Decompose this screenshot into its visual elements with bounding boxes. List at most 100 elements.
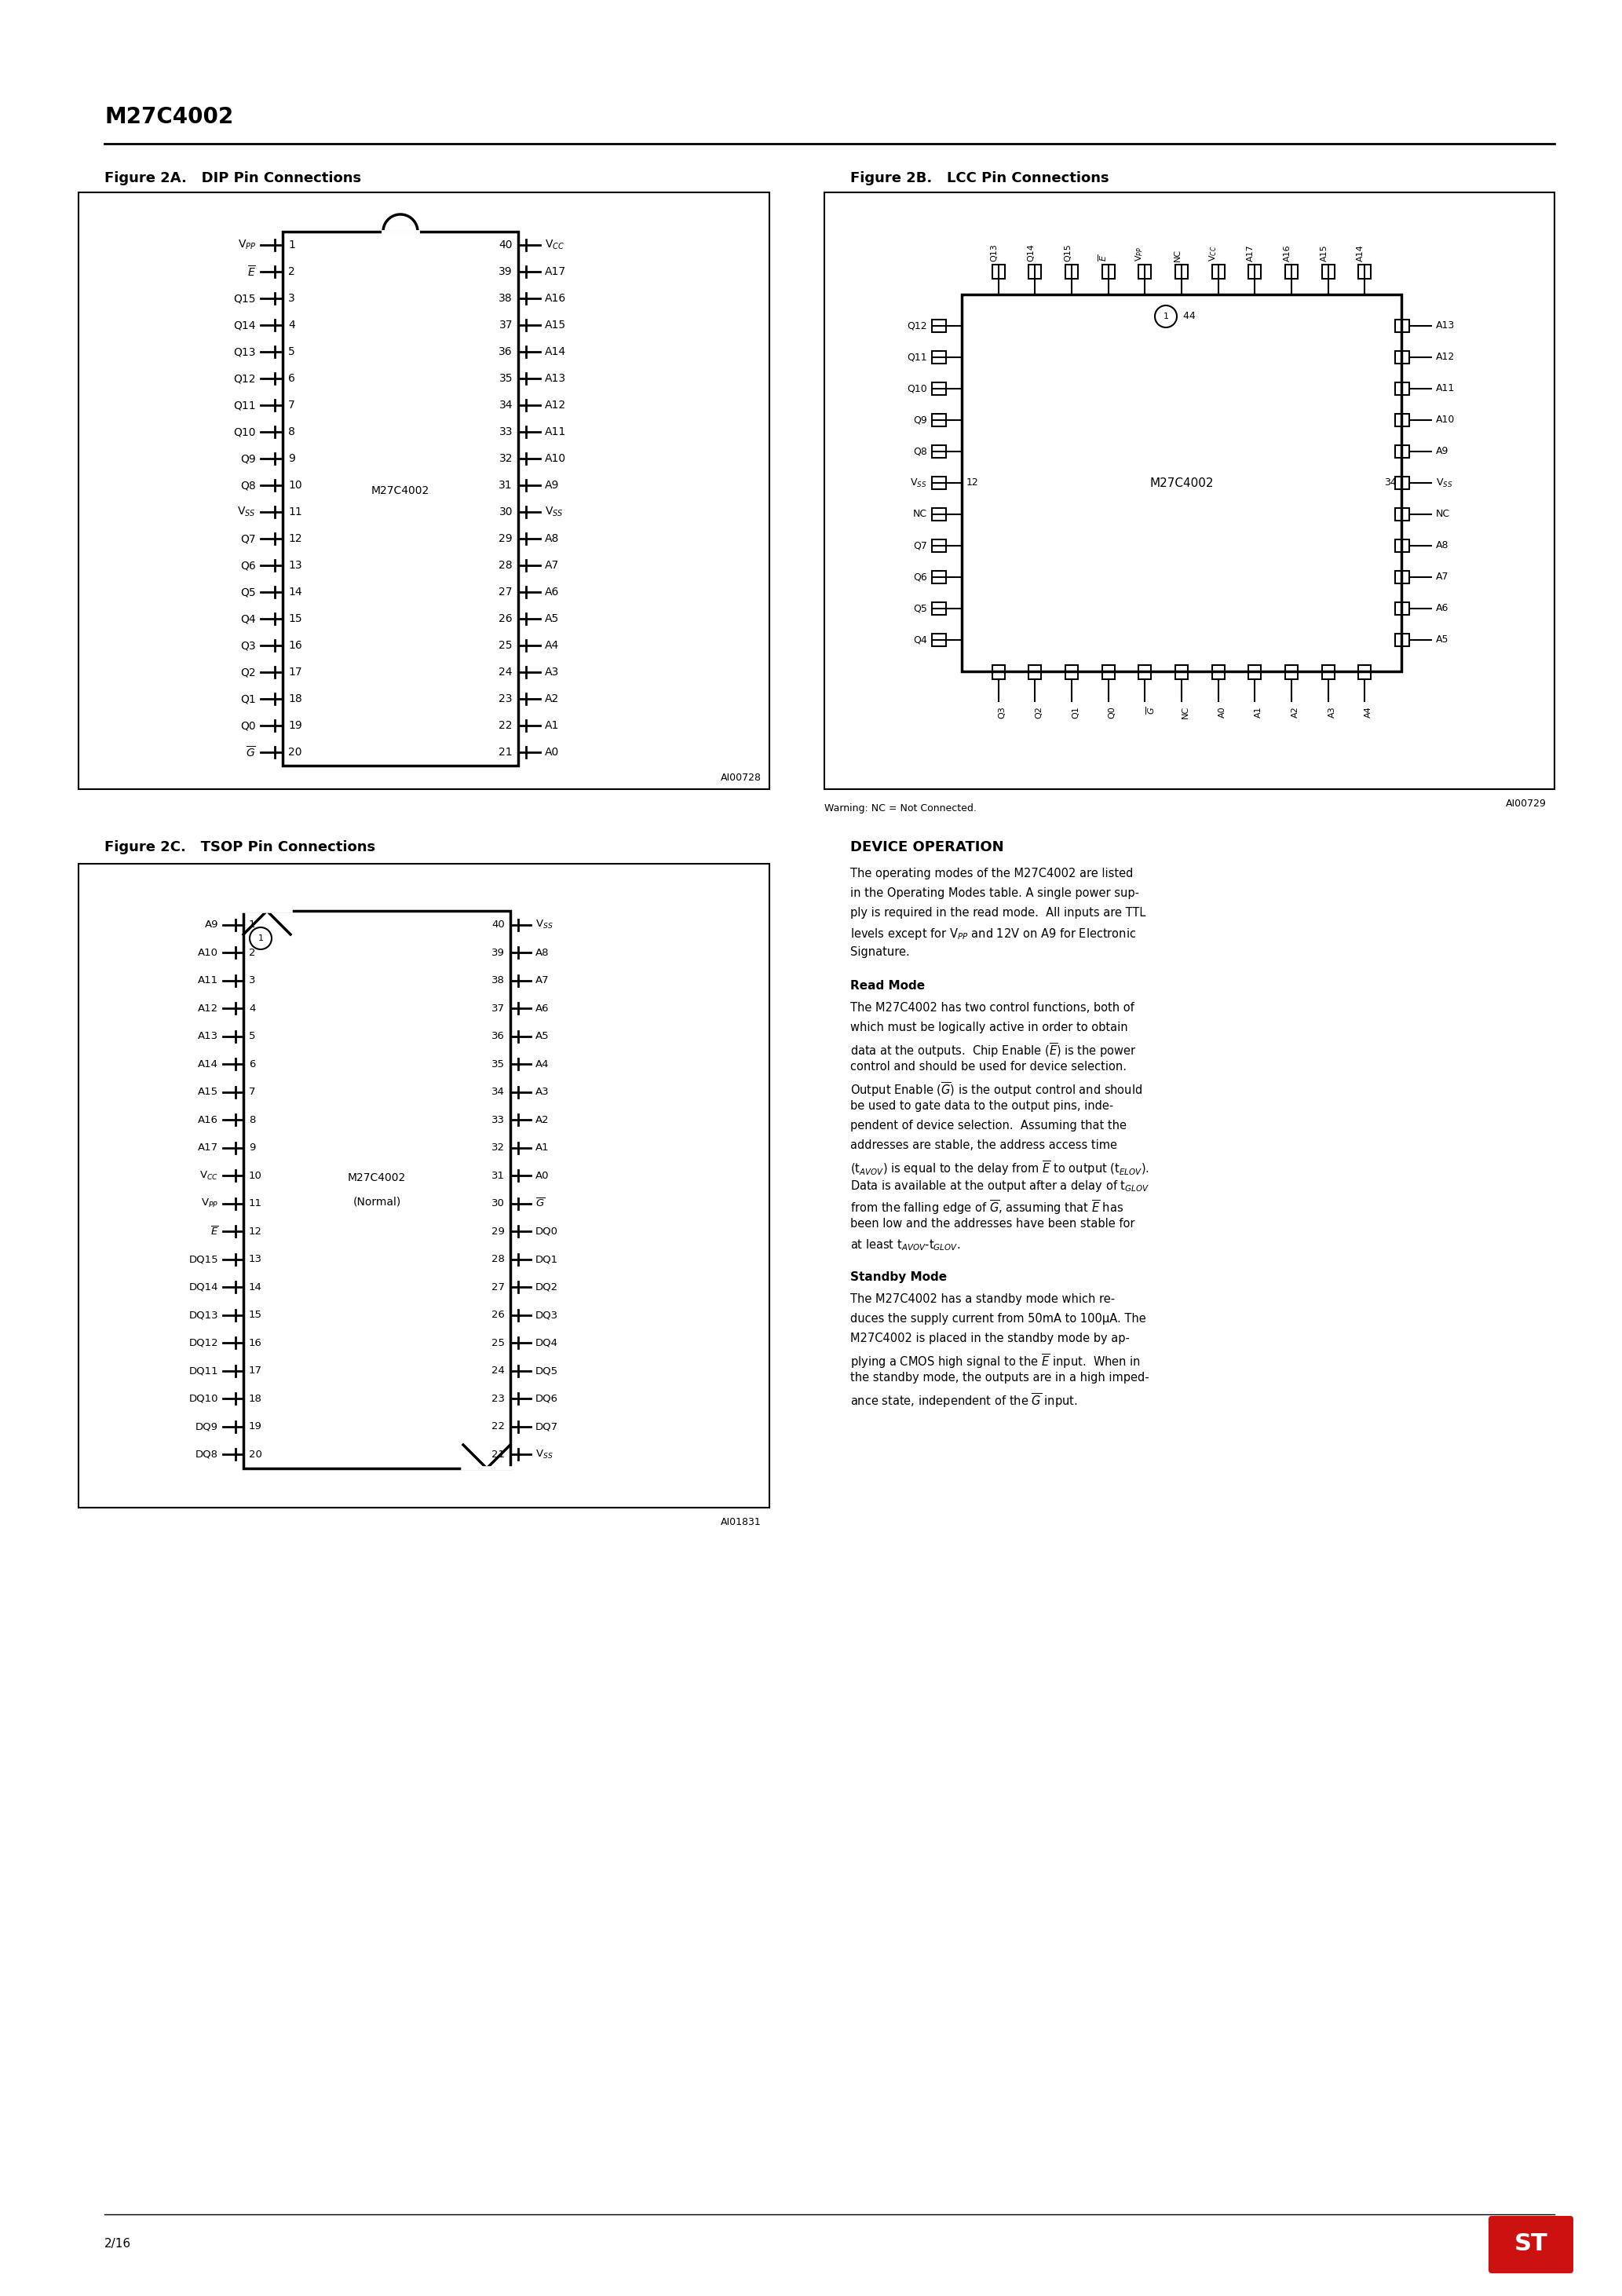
Bar <box>1395 507 1410 521</box>
Text: addresses are stable, the address access time: addresses are stable, the address access… <box>850 1139 1118 1150</box>
Text: DQ10: DQ10 <box>188 1394 219 1403</box>
Text: DQ5: DQ5 <box>535 1366 558 1375</box>
Bar <box>962 294 1401 670</box>
Text: the standby mode, the outputs are in a high imped-: the standby mode, the outputs are in a h… <box>850 1371 1148 1384</box>
Text: A10: A10 <box>545 452 566 464</box>
Text: 4: 4 <box>289 319 295 331</box>
Text: A4: A4 <box>545 641 560 652</box>
Text: Q4: Q4 <box>240 613 256 625</box>
Text: 28: 28 <box>500 560 513 572</box>
Text: Figure 2C.   TSOP Pin Connections: Figure 2C. TSOP Pin Connections <box>104 840 375 854</box>
Bar <box>1395 572 1410 583</box>
Bar <box>1176 264 1187 278</box>
Text: 22: 22 <box>500 721 513 730</box>
Text: 30: 30 <box>500 507 513 517</box>
Text: DQ2: DQ2 <box>535 1281 558 1293</box>
Text: $\overline{G}$: $\overline{G}$ <box>247 746 256 760</box>
Text: A16: A16 <box>545 294 566 303</box>
Text: DQ14: DQ14 <box>188 1281 219 1293</box>
Text: $\overline{E}$: $\overline{E}$ <box>248 264 256 278</box>
Bar <box>1066 666 1079 680</box>
Text: V$_{PP}$: V$_{PP}$ <box>1134 246 1145 262</box>
Text: 38: 38 <box>500 294 513 303</box>
Text: Signature.: Signature. <box>850 946 910 957</box>
Text: 3: 3 <box>248 976 256 985</box>
Text: Q0: Q0 <box>240 721 256 730</box>
Text: 11: 11 <box>289 507 302 517</box>
Text: DQ12: DQ12 <box>188 1339 219 1348</box>
Text: 2: 2 <box>289 266 295 278</box>
Bar <box>243 912 511 1469</box>
Text: 22: 22 <box>491 1421 504 1433</box>
Text: DQ0: DQ0 <box>535 1226 558 1238</box>
Text: A10: A10 <box>1435 416 1455 425</box>
Bar <box>933 445 946 457</box>
Text: A7: A7 <box>535 976 550 985</box>
Text: 26: 26 <box>491 1311 504 1320</box>
Text: Q6: Q6 <box>240 560 256 572</box>
Text: A4: A4 <box>1364 705 1372 716</box>
Text: Figure 2A.   DIP Pin Connections: Figure 2A. DIP Pin Connections <box>104 172 362 186</box>
Text: 18: 18 <box>248 1394 263 1403</box>
Text: The M27C4002 has two control functions, both of: The M27C4002 has two control functions, … <box>850 1001 1134 1015</box>
Text: A3: A3 <box>1328 705 1337 716</box>
Text: 23: 23 <box>500 693 513 705</box>
Text: AI00728: AI00728 <box>720 774 762 783</box>
Bar <box>933 602 946 615</box>
Text: $\overline{G}$: $\overline{G}$ <box>535 1199 545 1210</box>
Text: 16: 16 <box>289 641 302 652</box>
Bar <box>1395 351 1410 363</box>
Bar <box>1359 666 1371 680</box>
Text: A3: A3 <box>535 1086 550 1097</box>
Text: Q0: Q0 <box>1108 705 1116 719</box>
Text: 27: 27 <box>500 585 513 597</box>
Text: 28: 28 <box>491 1254 504 1265</box>
Text: 25: 25 <box>491 1339 504 1348</box>
Bar <box>1285 666 1298 680</box>
Text: 26: 26 <box>500 613 513 625</box>
Text: 12: 12 <box>248 1226 263 1238</box>
Text: DQ1: DQ1 <box>535 1254 558 1265</box>
Text: (t$_{AVOV}$) is equal to the delay from $\overline{E}$ to output (t$_{ELOV}$).: (t$_{AVOV}$) is equal to the delay from … <box>850 1159 1150 1178</box>
Text: A1: A1 <box>1255 705 1262 716</box>
Text: 13: 13 <box>248 1254 263 1265</box>
Text: DQ8: DQ8 <box>196 1449 219 1460</box>
Text: 25: 25 <box>500 641 513 652</box>
Text: A6: A6 <box>1435 604 1448 613</box>
Text: 10: 10 <box>289 480 302 491</box>
Text: ance state, independent of the $\overline{G}$ input.: ance state, independent of the $\overlin… <box>850 1391 1077 1410</box>
Text: 24: 24 <box>500 666 513 677</box>
Text: 35: 35 <box>500 372 513 383</box>
Text: Q6: Q6 <box>913 572 928 583</box>
Bar <box>1028 264 1041 278</box>
Text: V$_{SS}$: V$_{SS}$ <box>545 505 563 519</box>
Text: pendent of device selection.  Assuming that the: pendent of device selection. Assuming th… <box>850 1120 1127 1132</box>
Text: NC: NC <box>913 510 928 519</box>
Text: be used to gate data to the output pins, inde-: be used to gate data to the output pins,… <box>850 1100 1113 1111</box>
Text: levels except for V$_{PP}$ and 12V on A9 for Electronic: levels except for V$_{PP}$ and 12V on A9… <box>850 928 1135 941</box>
Text: 2/16: 2/16 <box>104 2239 131 2250</box>
Text: Q5: Q5 <box>240 585 256 597</box>
Text: from the falling edge of $\overline{G}$, assuming that $\overline{E}$ has: from the falling edge of $\overline{G}$,… <box>850 1199 1124 1217</box>
Text: A11: A11 <box>198 976 219 985</box>
Text: DQ7: DQ7 <box>535 1421 558 1433</box>
Bar <box>1101 264 1114 278</box>
Text: M27C4002 is placed in the standby mode by ap-: M27C4002 is placed in the standby mode b… <box>850 1332 1129 1343</box>
Text: A2: A2 <box>1291 705 1299 716</box>
Bar <box>933 572 946 583</box>
Text: Q15: Q15 <box>234 294 256 303</box>
Bar <box>933 634 946 645</box>
Text: The operating modes of the M27C4002 are listed: The operating modes of the M27C4002 are … <box>850 868 1134 879</box>
Text: Q3: Q3 <box>999 705 1006 719</box>
Text: 12: 12 <box>967 478 978 489</box>
Text: 7: 7 <box>248 1086 256 1097</box>
Bar <box>933 383 946 395</box>
Text: 20: 20 <box>289 746 302 758</box>
Text: Q12: Q12 <box>907 321 928 331</box>
Text: 15: 15 <box>248 1311 263 1320</box>
Text: 19: 19 <box>248 1421 263 1433</box>
Text: 4: 4 <box>248 1003 255 1013</box>
Text: 23: 23 <box>491 1394 504 1403</box>
Bar <box>1249 264 1262 278</box>
Text: 33: 33 <box>491 1116 504 1125</box>
